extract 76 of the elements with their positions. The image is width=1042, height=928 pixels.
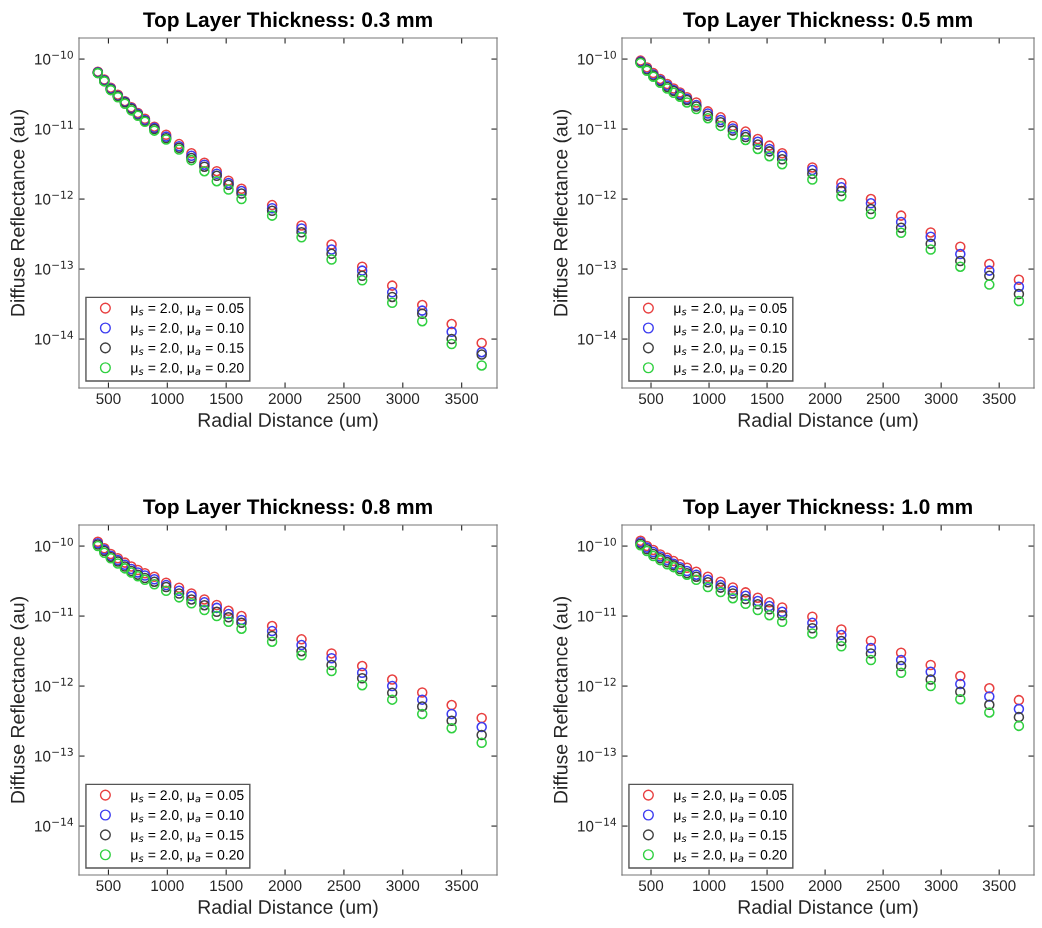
x-tick-label: 2000 [268,393,302,405]
x-tick-label: 3500 [445,393,479,405]
legend-label: μ$_{s}$ = 2.0, μ$_{a}$ = 0.10 [674,810,787,823]
x-tick-label: 1500 [751,393,784,405]
y-tick-label: 10$^{−14}$ [35,330,74,345]
y-axis-title: Diffuse Reflectance (au) [553,597,572,803]
x-tick-label: 3000 [924,393,958,405]
y-tick-label: 10$^{−11}$ [578,120,616,135]
y-tick-label: 10$^{−13}$ [578,747,616,762]
y-tick-label: 10$^{−14}$ [578,330,617,345]
legend-label: μ$_{s}$ = 2.0, μ$_{a}$ = 0.20 [131,362,244,376]
y-tick-label: 10$^{−12}$ [35,190,73,205]
y-tick-label: 10$^{−13}$ [35,260,73,275]
legend-label: μ$_{s}$ = 2.0, μ$_{a}$ = 0.05 [131,303,244,316]
legend-label: μ$_{s}$ = 2.0, μ$_{a}$ = 0.15 [674,343,787,356]
legend-label: μ$_{s}$ = 2.0, μ$_{a}$ = 0.05 [131,790,244,803]
chart-title: Top Layer Thickness: 0.5 mm [683,11,972,32]
y-tick-label: 10$^{−13}$ [578,260,616,275]
legend-label: μ$_{s}$ = 2.0, μ$_{a}$ = 0.20 [131,849,244,863]
x-axis-title: Radial Distance (um) [198,412,378,431]
legend-label: μ$_{s}$ = 2.0, μ$_{a}$ = 0.10 [131,323,244,336]
legend-label: μ$_{s}$ = 2.0, μ$_{a}$ = 0.10 [131,810,244,823]
y-axis-title: Diffuse Reflectance (au) [10,597,29,803]
y-axis-title: Diffuse Reflectance (au) [10,110,29,316]
chart-title: Top Layer Thickness: 0.8 mm [143,498,432,519]
x-tick-label: 2500 [866,393,900,405]
x-tick-label: 3000 [924,880,958,892]
x-tick-label: 3500 [982,393,1016,405]
x-tick-label: 1000 [151,880,184,892]
x-tick-label: 3000 [386,880,420,892]
x-tick-label: 1500 [751,880,784,892]
x-axis-title: Radial Distance (um) [738,412,918,431]
y-tick-label: 10$^{−10}$ [578,537,616,552]
x-tick-label: 2500 [327,880,361,892]
x-tick-label: 500 [96,393,121,405]
y-tick-label: 10$^{−14}$ [578,817,617,832]
chart-title: Top Layer Thickness: 1.0 mm [683,498,972,519]
y-tick-label: 10$^{−11}$ [35,607,73,622]
legend-label: μ$_{s}$ = 2.0, μ$_{a}$ = 0.20 [674,849,787,863]
chart-title: Top Layer Thickness: 0.3 mm [143,11,432,32]
x-tick-label: 2000 [808,880,842,892]
x-tick-label: 1500 [210,880,243,892]
x-tick-label: 2500 [327,393,361,405]
y-tick-label: 10$^{−14}$ [35,817,74,832]
y-tick-label: 10$^{−11}$ [35,120,73,135]
y-tick-label: 10$^{−12}$ [578,190,616,205]
x-tick-label: 500 [638,880,664,892]
x-tick-label: 2500 [866,880,900,892]
x-axis-title: Radial Distance (um) [738,899,918,918]
x-tick-label: 1000 [151,393,184,405]
legend-label: μ$_{s}$ = 2.0, μ$_{a}$ = 0.15 [674,830,787,843]
y-tick-label: 10$^{−12}$ [578,677,616,692]
x-tick-label: 3000 [386,393,420,405]
legend-label: μ$_{s}$ = 2.0, μ$_{a}$ = 0.10 [674,323,787,336]
x-tick-label: 2000 [268,880,302,892]
x-axis-title: Radial Distance (um) [198,899,378,918]
legend-label: μ$_{s}$ = 2.0, μ$_{a}$ = 0.20 [674,362,787,376]
legend-label: μ$_{s}$ = 2.0, μ$_{a}$ = 0.05 [674,303,787,316]
x-tick-label: 1000 [693,880,726,892]
legend-label: μ$_{s}$ = 2.0, μ$_{a}$ = 0.05 [674,790,787,803]
x-tick-label: 500 [96,880,121,892]
y-tick-label: 10$^{−10}$ [35,537,73,552]
legend-label: μ$_{s}$ = 2.0, μ$_{a}$ = 0.15 [131,830,244,843]
x-tick-label: 1500 [210,393,243,405]
x-tick-label: 500 [638,393,664,405]
y-tick-label: 10$^{−13}$ [35,747,73,762]
x-tick-label: 2000 [808,393,842,405]
x-tick-label: 3500 [982,880,1016,892]
x-tick-label: 3500 [445,880,479,892]
y-tick-label: 10$^{−10}$ [578,50,616,65]
y-tick-label: 10$^{−12}$ [35,677,73,692]
legend-label: μ$_{s}$ = 2.0, μ$_{a}$ = 0.15 [131,343,244,356]
y-tick-label: 10$^{−10}$ [35,50,73,65]
x-tick-label: 1000 [693,393,726,405]
y-tick-label: 10$^{−11}$ [578,607,616,622]
y-axis-title: Diffuse Reflectance (au) [553,110,572,316]
